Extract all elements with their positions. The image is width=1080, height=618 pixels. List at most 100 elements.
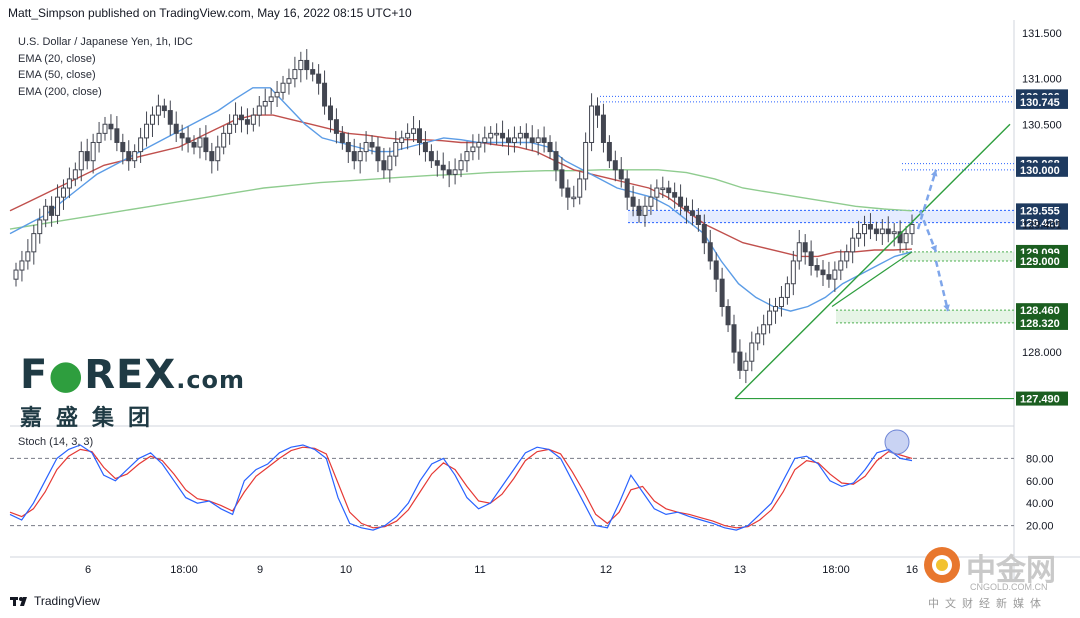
candle-body <box>422 141 428 153</box>
candle-body <box>108 123 114 130</box>
tradingview-logo-icon <box>10 597 27 606</box>
candle-body <box>197 137 203 148</box>
candle-body <box>149 114 155 125</box>
candle-body <box>482 137 488 143</box>
cngold-site: CNGOLD.COM.CN <box>970 582 1048 592</box>
price-current-label: 129.401 <box>1022 219 1062 231</box>
candle-body <box>784 283 790 298</box>
candle-body <box>458 160 464 171</box>
candle-body <box>773 306 779 312</box>
price-badge-129.420: 129.420 <box>1020 218 1060 230</box>
candle-body <box>132 151 138 162</box>
candle-body <box>250 114 256 125</box>
candle-body <box>221 132 227 148</box>
arrow-up-scenario <box>916 169 938 230</box>
candle-body <box>517 132 523 139</box>
candle-body <box>304 59 310 71</box>
candle-body <box>167 110 173 125</box>
time-tick: 13 <box>734 564 746 576</box>
candle-body <box>488 132 494 139</box>
candle-body <box>707 242 713 262</box>
candle-body <box>725 306 731 326</box>
price-badge-129.555: 129.555 <box>1020 205 1060 217</box>
candle-body <box>571 196 577 200</box>
candle-body <box>25 251 31 262</box>
candle-body <box>790 260 796 285</box>
candle-body <box>678 196 684 207</box>
candle-body <box>31 233 37 253</box>
price-badge-128.460: 128.460 <box>1020 305 1060 317</box>
candle-body <box>577 178 583 198</box>
candle-body <box>873 228 879 235</box>
candle-body <box>452 169 458 175</box>
candle-body <box>37 219 43 235</box>
candle-body <box>464 151 470 162</box>
candle-body <box>209 151 215 162</box>
trend-line <box>734 123 1011 400</box>
zone-resistance <box>628 210 1014 223</box>
candle-body <box>286 78 292 84</box>
candle-body <box>796 242 802 262</box>
candle-body <box>120 141 126 153</box>
candle-body <box>862 224 868 235</box>
candle-body <box>179 132 185 139</box>
stoch-tick: 20.00 <box>1026 521 1054 533</box>
candle-body <box>642 205 648 216</box>
arrow-down-scenario-1-head <box>930 244 937 252</box>
price-badge-bg <box>1016 94 1068 109</box>
candle-body <box>256 105 262 116</box>
candle-body <box>814 265 820 271</box>
time-tick: 18:00 <box>822 564 850 576</box>
candle-body <box>78 151 84 171</box>
candle-body <box>298 59 304 71</box>
forex-chinese-name: 嘉盛集团 <box>20 406 165 431</box>
cngold-name: 中金网 <box>966 553 1056 588</box>
time-tick: 9 <box>257 564 263 576</box>
candle-body <box>244 119 250 125</box>
candle-body <box>446 169 452 175</box>
candle-body <box>636 205 642 216</box>
candle-body <box>749 342 755 362</box>
price-badge-130.745: 130.745 <box>1020 97 1060 109</box>
publisher-header: Matt_Simpson published on TradingView.co… <box>8 6 412 20</box>
candle-body <box>909 224 915 235</box>
candle-body <box>114 128 120 143</box>
candle-body <box>494 132 500 136</box>
candle-body <box>743 360 749 371</box>
candle-body <box>583 141 589 180</box>
candle-body <box>339 132 345 143</box>
candle-body <box>535 137 541 143</box>
candle-body <box>832 269 838 280</box>
candle-body <box>333 119 339 134</box>
forex-logo: F●REX.com 嘉盛集团 <box>20 352 245 432</box>
candle-body <box>838 260 844 271</box>
candle-body <box>612 160 618 171</box>
cngold-subtitle: 中文财经新媒体 <box>928 598 1047 610</box>
candle-body <box>126 151 132 162</box>
candle-body <box>565 187 571 198</box>
candle-body <box>369 141 375 148</box>
candle-body <box>381 160 387 171</box>
price-badge-129.000: 129.000 <box>1020 256 1060 268</box>
candle-body <box>440 164 446 171</box>
candle-body <box>84 151 90 162</box>
candle-body <box>595 105 601 116</box>
price-badge-bg <box>1016 303 1068 318</box>
candle-body <box>434 160 440 166</box>
candle-body <box>541 137 547 143</box>
candle-body <box>529 137 535 143</box>
candle-body <box>826 274 832 280</box>
candle-body <box>49 205 55 216</box>
time-tick: 12 <box>600 564 612 576</box>
candle-body <box>885 228 891 235</box>
candle-body <box>618 169 624 180</box>
candle-body <box>850 237 856 253</box>
candle-body <box>43 205 49 221</box>
candle-body <box>778 296 784 308</box>
candle-body <box>238 114 244 121</box>
candle-body <box>292 69 298 80</box>
candle-body <box>600 114 606 143</box>
candle-body <box>60 187 66 198</box>
candle-body <box>327 105 333 121</box>
